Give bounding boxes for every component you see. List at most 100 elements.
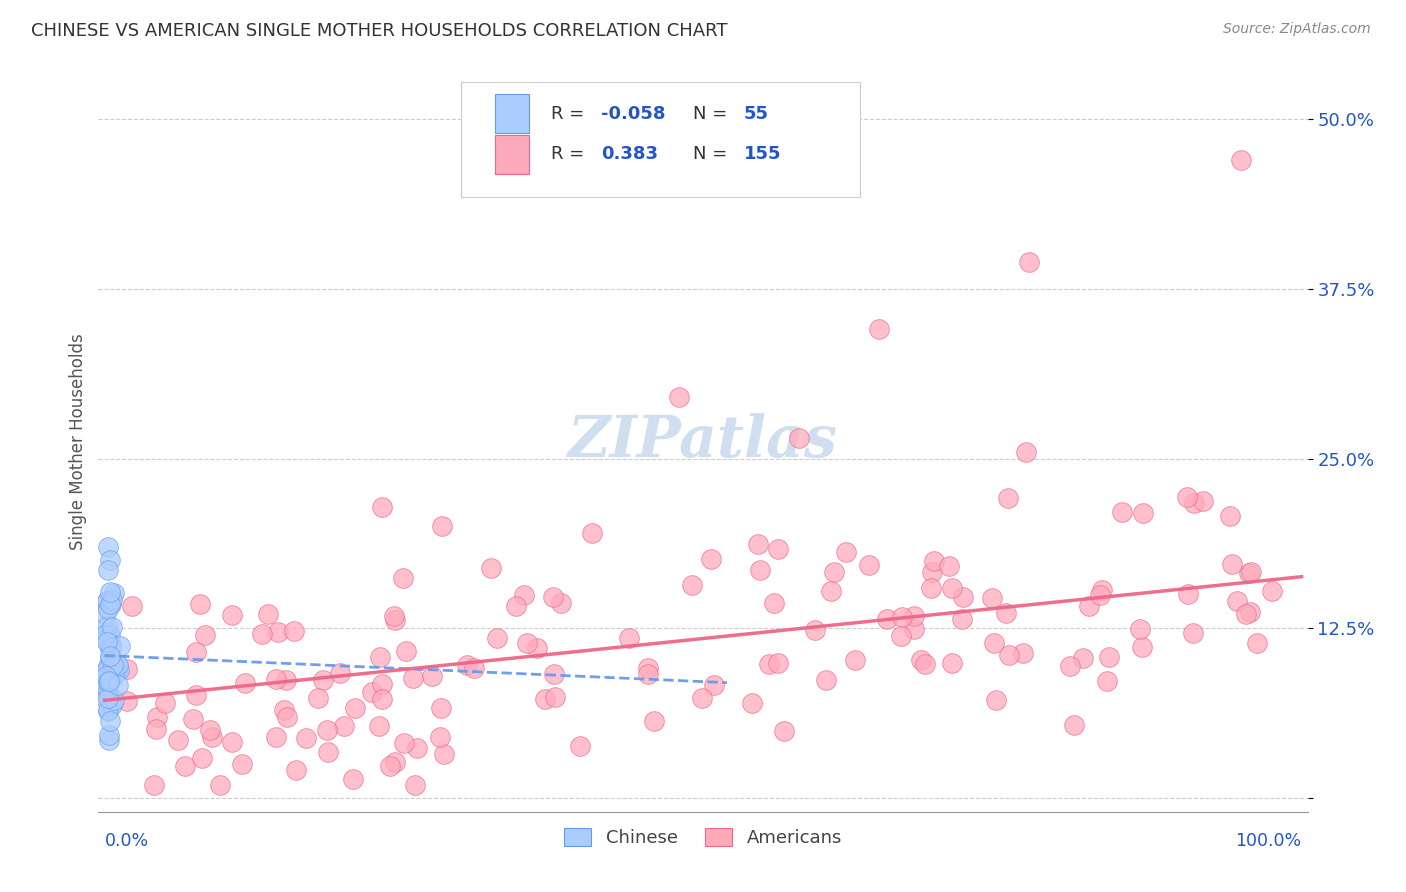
Point	[368, 649, 391, 664]
Point	[903, 623, 925, 637]
Point	[394, 736, 416, 750]
Point	[643, 714, 665, 729]
Point	[395, 644, 418, 658]
Point	[283, 624, 305, 638]
Point	[96, 619, 118, 633]
Point	[814, 673, 837, 687]
Point	[98, 635, 121, 649]
Text: N =: N =	[693, 145, 734, 163]
Point	[748, 563, 770, 577]
Point	[1078, 599, 1101, 613]
Point	[100, 585, 122, 599]
Point	[100, 597, 122, 611]
Point	[96, 602, 118, 616]
Point	[690, 690, 713, 705]
Point	[103, 693, 125, 707]
Point	[1239, 605, 1261, 619]
Point	[1129, 622, 1152, 636]
Point	[97, 674, 120, 689]
Point	[1230, 153, 1253, 167]
Point	[103, 667, 125, 681]
Point	[533, 692, 555, 706]
Point	[890, 629, 912, 643]
Point	[333, 719, 356, 733]
Point	[392, 571, 415, 585]
Point	[100, 553, 122, 567]
Point	[544, 690, 567, 705]
Point	[115, 694, 138, 708]
Point	[117, 662, 139, 676]
Point	[273, 703, 295, 717]
Point	[910, 653, 932, 667]
Text: -0.058: -0.058	[602, 104, 666, 122]
Bar	[495, 135, 529, 174]
Point	[1090, 583, 1112, 598]
Point	[1063, 718, 1085, 732]
Point	[181, 712, 204, 726]
Point	[772, 724, 794, 739]
Point	[766, 541, 789, 556]
Point	[100, 593, 122, 607]
Point	[914, 657, 936, 671]
Point	[94, 679, 117, 693]
Point	[98, 733, 121, 747]
Point	[768, 657, 790, 671]
Point	[198, 723, 221, 737]
Point	[97, 673, 120, 688]
Point	[995, 606, 1018, 620]
Point	[371, 676, 394, 690]
Point	[402, 671, 425, 685]
Point	[820, 583, 842, 598]
Point	[316, 723, 339, 737]
Text: R =: R =	[551, 104, 589, 122]
Legend: Chinese, Americans: Chinese, Americans	[557, 821, 849, 855]
Point	[505, 599, 527, 613]
Point	[145, 722, 167, 736]
Point	[1175, 491, 1198, 505]
Text: Source: ZipAtlas.com: Source: ZipAtlas.com	[1223, 22, 1371, 37]
Point	[98, 728, 121, 742]
Point	[463, 661, 485, 675]
Point	[921, 565, 943, 579]
Point	[98, 597, 121, 611]
Point	[758, 657, 780, 672]
Point	[98, 648, 121, 663]
Point	[835, 545, 858, 559]
Point	[264, 730, 287, 744]
Point	[1177, 587, 1199, 601]
Point	[1059, 658, 1081, 673]
Point	[96, 594, 118, 608]
Point	[188, 597, 211, 611]
Point	[1226, 593, 1249, 607]
Point	[543, 667, 565, 681]
Point	[108, 640, 131, 654]
Point	[146, 709, 169, 723]
Point	[105, 656, 128, 670]
Point	[404, 778, 426, 792]
Point	[384, 755, 406, 769]
Point	[1219, 508, 1241, 523]
Point	[107, 678, 129, 692]
Point	[513, 588, 536, 602]
Point	[384, 613, 406, 627]
Point	[233, 676, 256, 690]
Point	[329, 665, 352, 680]
Point	[316, 746, 339, 760]
Point	[96, 594, 118, 608]
Y-axis label: Single Mother Households: Single Mother Households	[69, 334, 87, 549]
Point	[98, 641, 121, 656]
Point	[422, 669, 444, 683]
Point	[155, 696, 177, 710]
Point	[983, 636, 1005, 650]
Point	[98, 670, 121, 684]
Point	[294, 731, 316, 746]
Point	[668, 391, 690, 405]
Point	[952, 590, 974, 604]
Point	[266, 673, 288, 687]
Point	[700, 551, 723, 566]
Point	[107, 658, 129, 673]
Point	[221, 734, 243, 748]
Point	[361, 685, 384, 699]
Point	[96, 663, 118, 677]
Point	[1088, 588, 1111, 602]
